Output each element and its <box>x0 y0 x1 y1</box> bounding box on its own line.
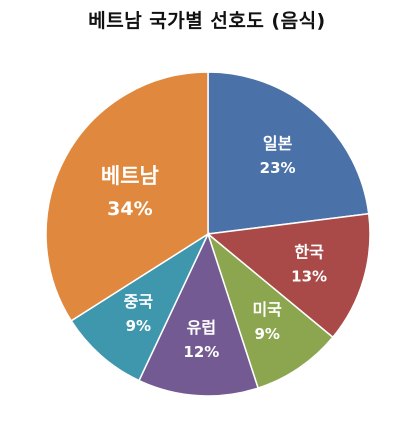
slice-label-6: 베트남 <box>101 164 159 188</box>
pie-slice-1 <box>207 71 370 235</box>
pie-slice-2 <box>206 212 371 339</box>
slice-label-5: 중국 <box>124 292 154 311</box>
chart-title: 베트남 국가별 선호도 (음식) <box>88 10 326 32</box>
slice-value-6: 34% <box>107 198 152 220</box>
pie-slice-4 <box>138 231 260 397</box>
pie-slice-3 <box>206 231 334 390</box>
slice-label-4: 유럽 <box>187 318 216 337</box>
slice-value-5: 9% <box>126 317 151 335</box>
slice-value-2: 13% <box>291 267 327 285</box>
pie-slice-5 <box>70 231 210 382</box>
slice-value-4: 12% <box>183 343 219 361</box>
slice-value-1: 23% <box>260 159 296 177</box>
slice-label-1: 일본 <box>263 134 293 153</box>
slice-label-2: 한국 <box>294 242 324 261</box>
slice-value-3: 9% <box>254 325 279 343</box>
slice-label-3: 미국 <box>252 300 282 319</box>
pie-slice-6 <box>45 71 209 322</box>
